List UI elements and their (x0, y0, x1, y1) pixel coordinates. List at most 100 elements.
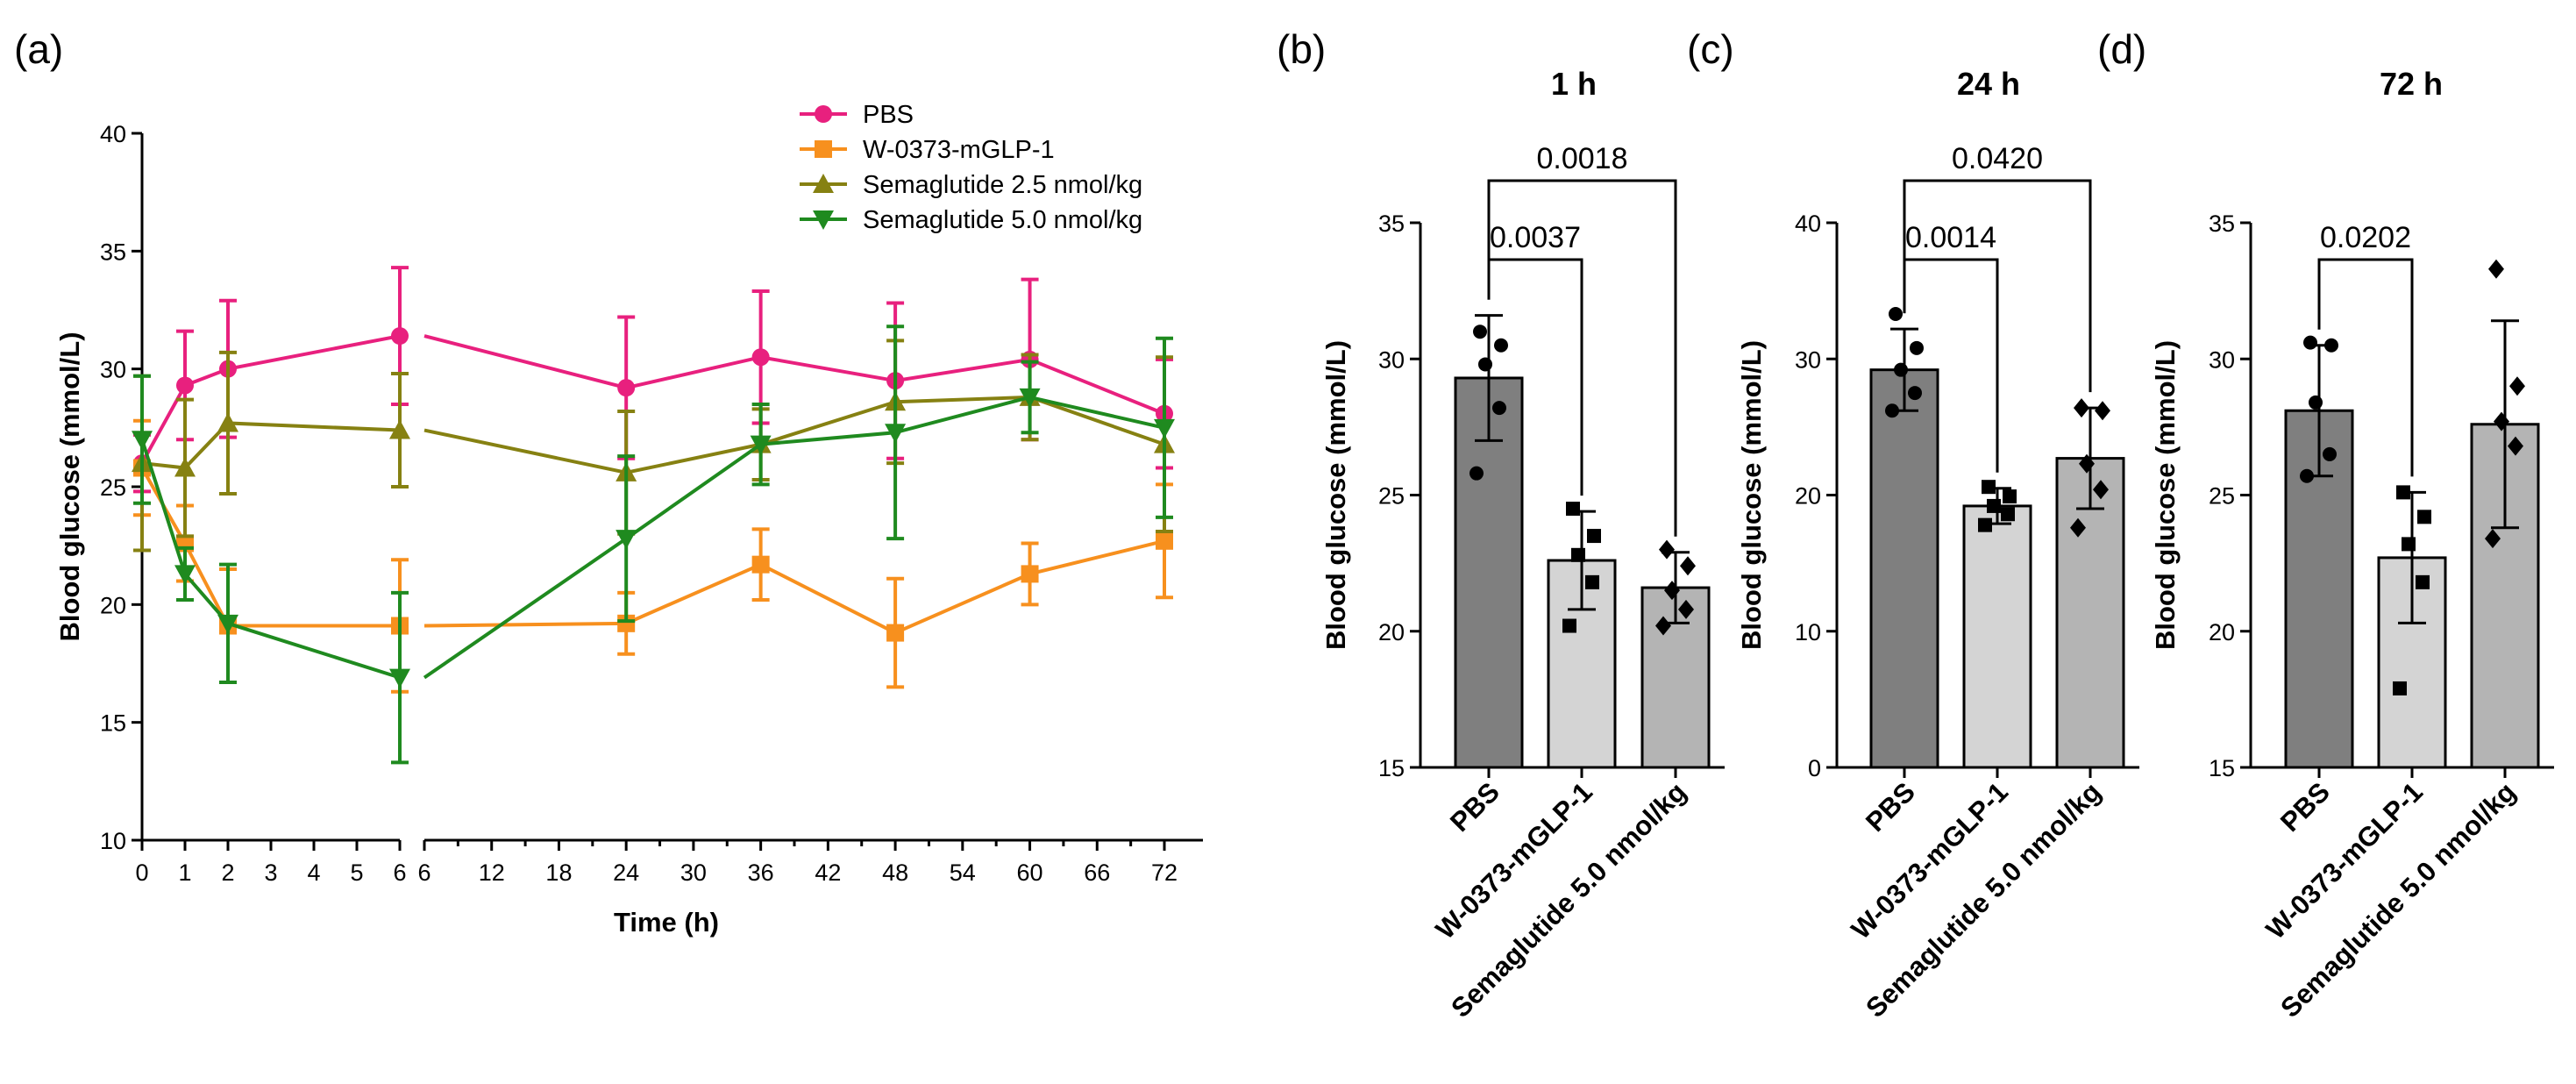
x-tick-label: 66 (1084, 859, 1110, 886)
individual-point (2300, 468, 2314, 483)
x-tick-label: 4 (307, 859, 320, 886)
y-tick-label: 15 (2209, 755, 2235, 781)
x-tick-label: 18 (545, 859, 572, 886)
y-tick-label: 30 (1378, 346, 1405, 373)
x-tick-label: 60 (1017, 859, 1043, 886)
p-value-label: 0.0014 (1905, 221, 1996, 254)
data-point (174, 457, 196, 477)
individual-point (2079, 453, 2095, 474)
individual-point (2509, 376, 2525, 396)
series-w-0373-mglp-1 (133, 418, 1173, 694)
x-tick-label: 30 (680, 859, 707, 886)
data-point (617, 379, 636, 397)
individual-point (2396, 485, 2410, 500)
individual-point (1473, 324, 1487, 339)
significance-bracket (1903, 179, 2092, 393)
significance-bracket (1487, 179, 1677, 537)
data-point (389, 419, 410, 439)
legend-label: W-0373-mGLP-1 (863, 136, 1055, 164)
y-tick-label: 20 (100, 592, 126, 618)
legend-marker (813, 174, 834, 193)
individual-point (2303, 335, 2317, 350)
legend: PBS W-0373-mGLP-1 Semaglutide 2.5 nmol/kg S… (800, 101, 1142, 234)
series-semaglutide-5-0-nmol-kg (132, 324, 1175, 765)
x-tick-label: W-0373-mGLP-1 (2260, 776, 2429, 945)
individual-point (2402, 537, 2416, 552)
x-tick-label: 48 (882, 859, 908, 886)
x-tick-label: W-0373-mGLP-1 (1846, 776, 2014, 945)
data-point (750, 435, 772, 455)
series-pbs (133, 266, 1173, 494)
x-tick-label: 2 (221, 859, 234, 886)
data-point (389, 668, 410, 688)
x-tick-label: 0 (135, 859, 148, 886)
panel-label: (c) (1687, 26, 1734, 72)
series-line (423, 538, 1165, 635)
legend-label: Semaglutide 5.0 nmol/kg (863, 206, 1142, 234)
y-axis-title: Blood glucose (mmol/L) (54, 332, 85, 641)
p-value-label: 0.0202 (2320, 221, 2411, 254)
x-tick-label: 54 (950, 859, 976, 886)
y-axis-title: Blood glucose (mmol/L) (2150, 340, 2181, 650)
chart-title: 72 h (2380, 66, 2443, 102)
x-tick-label: 36 (748, 859, 774, 886)
individual-point (1659, 539, 1675, 560)
individual-point (1494, 338, 1508, 353)
x-tick-label: W-0373-mGLP-1 (1430, 776, 1598, 945)
individual-point (1585, 574, 1599, 589)
y-axis-title: Blood glucose (mmol/L) (1736, 340, 1767, 650)
x-tick-label: 24 (613, 859, 639, 886)
y-tick-label: 20 (2209, 619, 2235, 645)
data-point (617, 614, 636, 632)
x-tick-label: 1 (178, 859, 191, 886)
y-tick-label: 20 (1795, 483, 1821, 510)
series-line (140, 439, 401, 680)
individual-point (1987, 498, 2001, 513)
y-tick-label: 35 (2209, 210, 2235, 237)
panel-c-chart: (c) 24 h 0 10 20 30 40 Blood glucose (mmol/L) PB… (1687, 26, 2139, 1023)
individual-point (1680, 556, 1696, 576)
bar (1962, 504, 2032, 769)
individual-point (2508, 436, 2523, 456)
individual-point (1469, 466, 1484, 481)
y-axis-title: Blood glucose (mmol/L) (1320, 340, 1351, 650)
chart-title: 1 h (1551, 66, 1597, 102)
individual-point (1885, 403, 1899, 418)
individual-point (2488, 259, 2504, 279)
panel-b-chart: (b) 1 h 15 20 25 30 35 Blood glucose (mmol/L) PB… (1277, 26, 1725, 1023)
x-tick-label: PBS (2274, 776, 2336, 838)
individual-point (2324, 338, 2338, 353)
series-line (423, 334, 1165, 416)
individual-point (1889, 307, 1903, 322)
panel-label: (d) (2097, 26, 2146, 72)
individual-point (2417, 510, 2431, 524)
x-tick-label: 6 (417, 859, 431, 886)
data-point (1154, 418, 1175, 439)
legend-marker (815, 105, 832, 123)
data-point (217, 614, 238, 634)
individual-point (1678, 599, 1694, 619)
data-point (217, 412, 238, 432)
data-point (391, 327, 409, 346)
data-point (1019, 388, 1041, 408)
data-point (176, 376, 194, 395)
y-tick-label: 35 (100, 239, 126, 265)
y-tick-label: 20 (1378, 619, 1405, 645)
individual-point (1982, 480, 1996, 495)
individual-point (2001, 507, 2015, 522)
y-tick-label: 15 (100, 710, 126, 737)
individual-point (1908, 386, 1922, 401)
individual-point (2093, 480, 2109, 500)
panel-label-a: (a) (14, 26, 63, 72)
legend-label: PBS (863, 101, 914, 129)
data-point (616, 530, 637, 550)
y-tick-label: 15 (1378, 755, 1405, 781)
y-tick-label: 25 (1378, 483, 1405, 510)
y-tick-label: 30 (100, 357, 126, 383)
y-tick-label: 40 (100, 121, 126, 147)
individual-point (1562, 618, 1576, 633)
individual-point (2309, 395, 2323, 410)
y-tick-label: 0 (1808, 755, 1821, 781)
data-point (1021, 565, 1039, 583)
